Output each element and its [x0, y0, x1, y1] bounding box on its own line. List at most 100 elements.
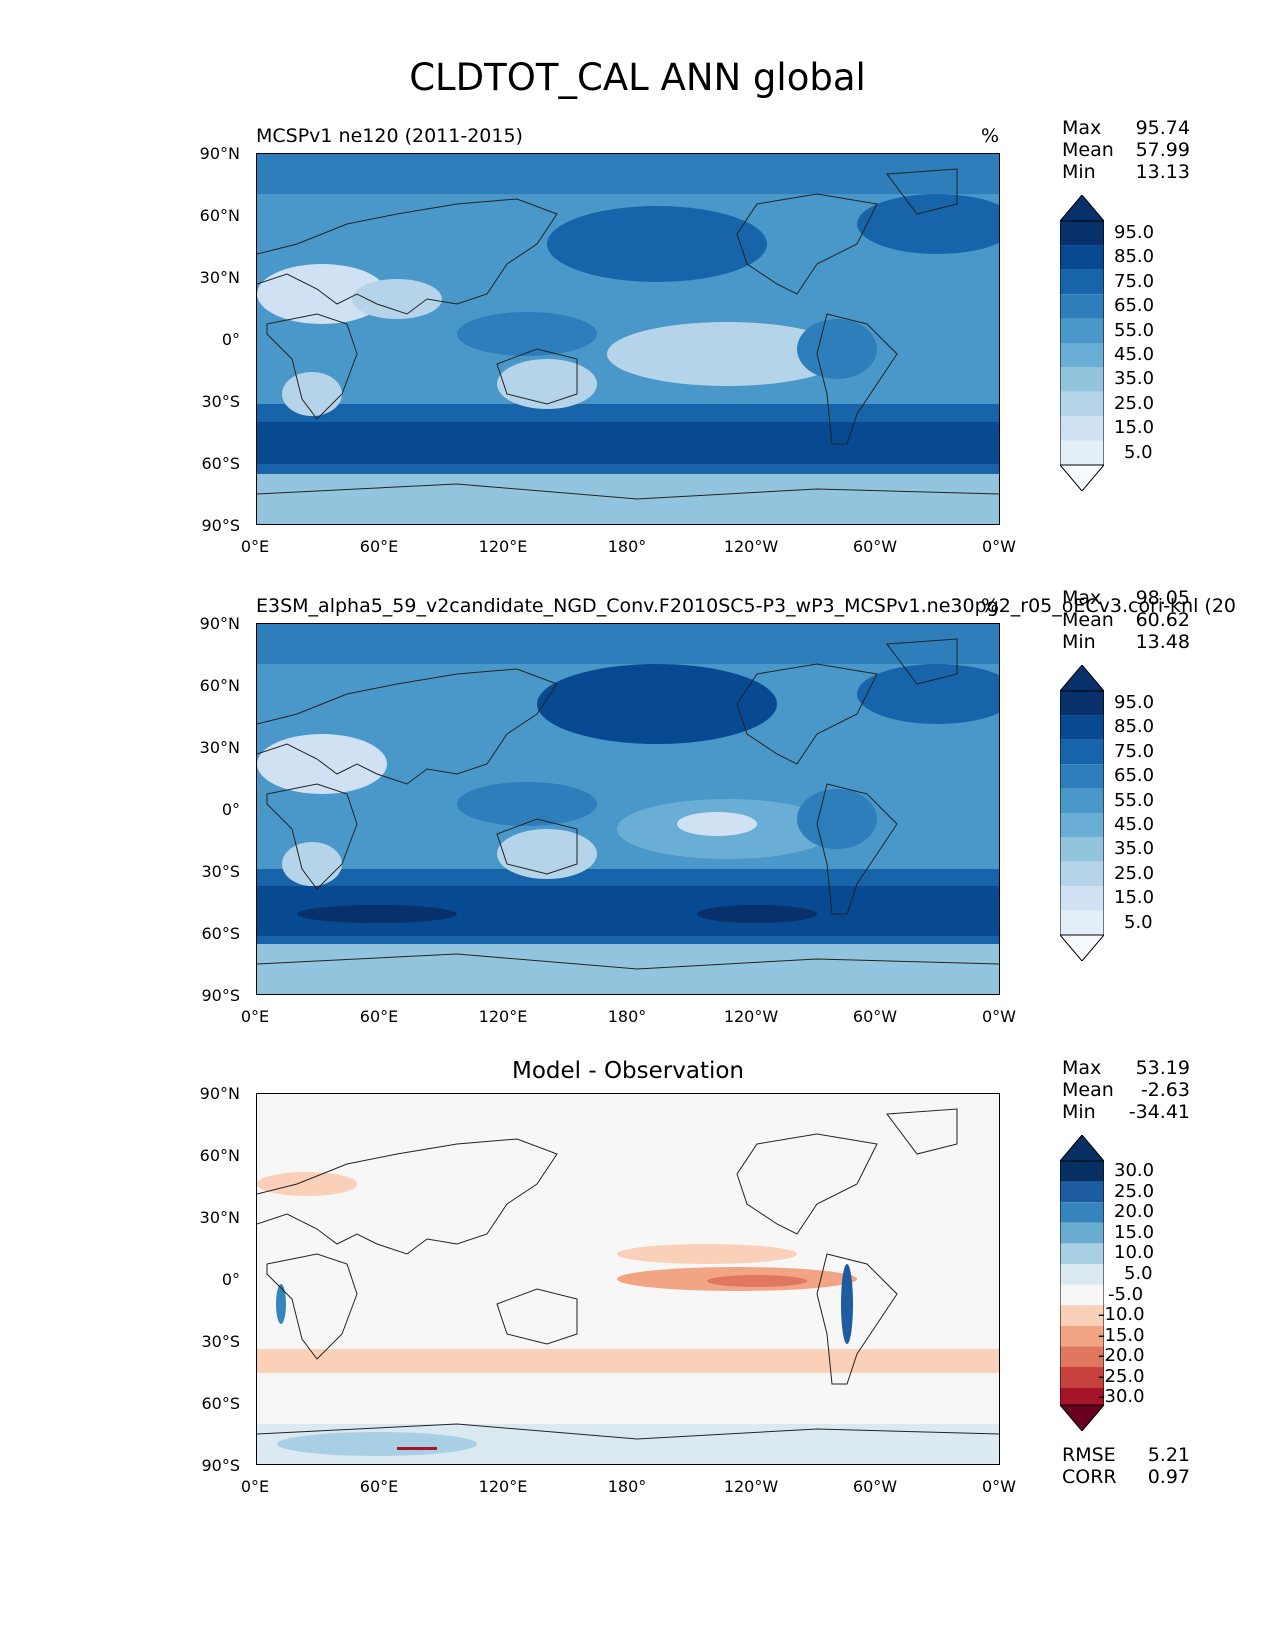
panel2-lon-tick: 120°E — [478, 1007, 528, 1026]
panel2-colorbar-min-extend — [1060, 934, 1104, 961]
panel3-lat-tick: 60°S — [201, 1394, 240, 1413]
panel1-colorbar-swatch — [1060, 416, 1104, 441]
panel1-colorbar-label: 5.0 — [1124, 442, 1153, 463]
panel2-lon-tick: 0°E — [240, 1007, 270, 1026]
panel2-colorbar — [1060, 665, 1104, 961]
panel3-colorbar-label: 10.0 — [1114, 1242, 1155, 1263]
panel2-colorbar-swatch — [1060, 764, 1104, 789]
panel2-southern-africa-clear — [282, 842, 342, 886]
panel2-sahara-clear — [257, 734, 387, 794]
panel2-colorbar-frame — [1060, 690, 1104, 936]
panel3-corr-value: 0.97 — [1147, 1466, 1190, 1488]
panel1-colorbar-swatch — [1060, 367, 1104, 392]
panel3-lon-tick: 120°E — [478, 1477, 528, 1496]
panel2-max-label: Max — [1062, 587, 1102, 609]
panel1-colorbar — [1060, 195, 1104, 491]
panel2-colorbar-label: 15.0 — [1114, 887, 1155, 908]
panel1-title: MCSPv1 ne120 (2011-2015) — [256, 125, 523, 147]
panel3-min-label: Min — [1062, 1101, 1096, 1123]
panel2-colorbar-label: 5.0 — [1124, 912, 1153, 933]
panel2-se-pacific-clear — [677, 812, 757, 836]
panel3-lon-tick: 0°E — [240, 1477, 270, 1496]
panel2-colorbar-swatch — [1060, 837, 1104, 862]
panel3-colorbar-min-extend — [1060, 1404, 1104, 1431]
panel3-coastlines — [257, 1108, 999, 1440]
panel1-colorbar-swatch — [1060, 294, 1104, 319]
panel3-rmse-label: RMSE — [1062, 1444, 1116, 1466]
panel2-arctic-band — [257, 624, 999, 664]
panel1-colorbar-label: 35.0 — [1114, 368, 1155, 389]
panel1-lon-tick: 0°E — [240, 537, 270, 556]
panel3-lat-tick: 0° — [221, 1270, 240, 1289]
panel3-colorbar-label: 25.0 — [1114, 1181, 1155, 1202]
panel3-colorbar-label: -15.0 — [1098, 1325, 1145, 1346]
panel1-min-label: Min — [1062, 161, 1096, 183]
panel3-map — [256, 1093, 1000, 1465]
panel3-europe-negative — [257, 1172, 357, 1196]
panel1-units: % — [981, 125, 1000, 147]
panel3-colorbar-swatch — [1060, 1305, 1104, 1326]
panel3-lat-tick: 90°S — [201, 1456, 240, 1475]
panel3-colorbar-label: 20.0 — [1114, 1201, 1155, 1222]
panel3-corr-label: CORR — [1062, 1466, 1117, 1488]
panel2-colorbar-label: 55.0 — [1114, 790, 1155, 811]
panel1-natlantic-storm — [857, 194, 999, 254]
panel2-lat-tick: 60°N — [199, 676, 240, 695]
panel1-colorbar-label: 25.0 — [1114, 393, 1155, 414]
panel1-colorbar-swatch — [1060, 269, 1104, 295]
panel1-map — [256, 153, 1000, 525]
panel3-colorbar-label: 5.0 — [1124, 1263, 1153, 1284]
panel3-colorbar-swatch — [1060, 1346, 1104, 1367]
panel3-colorbar — [1060, 1135, 1104, 1431]
panel1-southern-ocean-core — [257, 422, 999, 464]
panel1-mean-value: 57.99 — [1135, 139, 1190, 161]
panel3-colorbar-label: 15.0 — [1114, 1222, 1155, 1243]
panel3-colorbar-label: -20.0 — [1098, 1345, 1145, 1366]
panel1-colorbar-swatch — [1060, 343, 1104, 368]
panel1-lat-tick: 0° — [221, 330, 240, 349]
panel2-coastlines — [257, 638, 999, 970]
panel2-min-value: 13.48 — [1135, 631, 1190, 653]
panel2-antarctica-band — [257, 944, 999, 994]
panel2-max-value: 98.05 — [1135, 587, 1190, 609]
panel3-colorbar-label: -25.0 — [1098, 1366, 1145, 1387]
panel1-lat-tick: 60°S — [201, 454, 240, 473]
panel1-lat-tick: 90°N — [199, 144, 240, 163]
panel1-colorbar-label: 85.0 — [1114, 246, 1155, 267]
panel3-lat-tick: 60°N — [199, 1146, 240, 1165]
panel1-lon-tick: 120°E — [478, 537, 528, 556]
panel2-colorbar-label: 95.0 — [1114, 692, 1155, 713]
panel2-colorbar-max-extend — [1060, 665, 1104, 692]
panel1-max-label: Max — [1062, 117, 1102, 139]
panel2-mean-value: 60.62 — [1135, 609, 1190, 631]
panel2-title: E3SM_alpha5_59_v2candidate_NGD_Conv.F201… — [256, 595, 1237, 617]
panel2-colorbar-swatch — [1060, 886, 1104, 911]
panel2-colorbar-swatch — [1060, 739, 1104, 765]
panel1-colorbar-label: 95.0 — [1114, 222, 1155, 243]
panel1-max-value: 95.74 — [1135, 117, 1190, 139]
panel2-colorbar-swatch — [1060, 910, 1104, 935]
panel1-lat-tick: 60°N — [199, 206, 240, 225]
panel3-max-value: 53.19 — [1135, 1057, 1190, 1079]
panel1-colorbar-label: 55.0 — [1114, 320, 1155, 341]
panel3-lat-tick: 30°S — [201, 1332, 240, 1351]
panel3-colorbar-swatch — [1060, 1325, 1104, 1347]
panel3-colorbar-swatch — [1060, 1264, 1104, 1285]
panel2-npacific-storm — [537, 664, 777, 744]
panel1-lat-tick: 30°S — [201, 392, 240, 411]
panel1-lon-tick: 120°W — [723, 537, 779, 556]
panel2-amazon — [797, 789, 877, 849]
panel1-colorbar-max-extend — [1060, 195, 1104, 222]
panel2-colorbar-swatch — [1060, 715, 1104, 740]
panel3-itcz-negative — [617, 1244, 797, 1264]
panel2-colorbar-label: 65.0 — [1114, 765, 1155, 786]
panel1-colorbar-swatch — [1060, 440, 1104, 465]
panel2-maritime-continent — [457, 782, 597, 826]
panel3-colorbar-swatch — [1060, 1202, 1104, 1223]
panel1-lat-tick: 30°N — [199, 268, 240, 287]
panel2-colorbar-swatch — [1060, 813, 1104, 838]
panel3-lat-tick: 30°N — [199, 1208, 240, 1227]
panel1-colorbar-label: 45.0 — [1114, 344, 1155, 365]
panel2-colorbar-swatch — [1060, 788, 1104, 813]
panel3-rmse-value: 5.21 — [1147, 1444, 1190, 1466]
